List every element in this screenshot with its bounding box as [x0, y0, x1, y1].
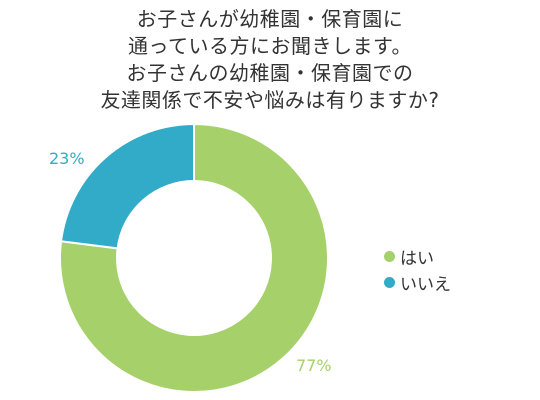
title-line-3: お子さんの幼稚園・保育園での: [126, 61, 414, 85]
chart-title: お子さんが幼稚園・保育園に 通っている方にお聞きします。 お子さんの幼稚園・保育…: [0, 6, 540, 114]
legend-item-yes[interactable]: はい: [384, 243, 451, 269]
donut-slice-no[interactable]: [59, 122, 195, 250]
title-line-4: 友達関係で不安や悩みは有りますか?: [100, 88, 440, 112]
legend-swatch-yes: [384, 250, 395, 262]
legend-label-no: いいえ: [400, 274, 451, 295]
data-label-no: 23%: [49, 149, 85, 168]
title-line-2: 通っている方にお聞きします。: [128, 34, 412, 58]
donut-slice-yes[interactable]: [59, 122, 329, 393]
data-label-yes: 77%: [296, 356, 332, 375]
legend-label-yes: はい: [400, 248, 434, 269]
legend-item-no[interactable]: いいえ: [384, 269, 451, 295]
title-line-1: お子さんが幼稚園・保育園に: [136, 7, 404, 31]
legend: はい いいえ: [384, 243, 451, 295]
legend-swatch-no: [384, 276, 395, 288]
donut-slices: [59, 122, 329, 393]
